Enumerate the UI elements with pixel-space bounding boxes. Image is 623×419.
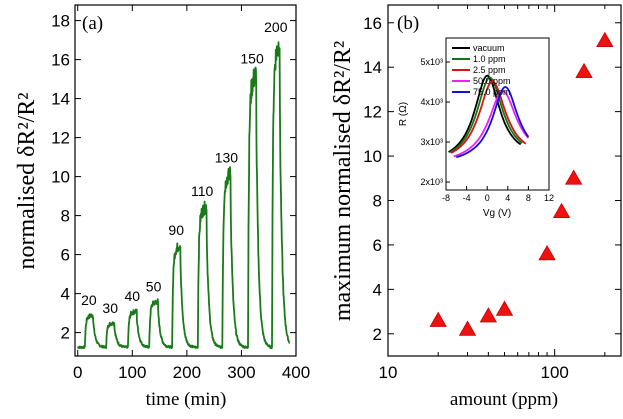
inset-legend-label: 2.5 ppm <box>473 65 506 75</box>
panel-b-data-point <box>596 31 614 47</box>
inset-frame <box>445 37 550 191</box>
inset-ticks: -8 -4 0 4 8 12 2x10³ 3x10³ 4x10³ 5x10³ <box>420 57 554 203</box>
panel-a-pulse-label: 90 <box>168 222 184 238</box>
inset-xtick-label: 0 <box>485 193 490 203</box>
panel-a-xtick-label: 300 <box>227 363 255 382</box>
panel-b-ytick-label: 14 <box>363 58 382 77</box>
inset-xtick-label: -4 <box>463 193 471 203</box>
inset-legend-label: 75.0 ppm <box>473 87 511 97</box>
panel-a-ticks: 0 100 200 300 400 2 4 6 8 10 12 14 16 18 <box>51 5 310 382</box>
inset-xlabel: Vg (V) <box>483 208 511 219</box>
panel-b-xtick-label: 10 <box>379 363 398 382</box>
panel-a-label: (a) <box>82 13 103 34</box>
panel-b-data-point <box>458 320 477 336</box>
panel-a-ytick-label: 2 <box>61 324 70 343</box>
panel-a-frame <box>74 4 297 357</box>
inset-legend-label: 50.0 ppm <box>473 76 511 86</box>
panel-b-ylabel: maximum normalised δR²/R² <box>330 41 356 321</box>
inset-ytick-label: 3x10³ <box>420 137 443 147</box>
panel-a-ytick-label: 6 <box>61 246 70 265</box>
panel-b-ytick-label: 16 <box>363 14 382 33</box>
inset-series-line <box>448 74 522 153</box>
panel-b-xlabel: amount (ppm) <box>450 389 558 410</box>
panel-b-ytick-label: 10 <box>363 147 382 166</box>
panel-a-ytick-label: 14 <box>51 90 70 109</box>
panel-b-ytick-label: 4 <box>373 280 382 299</box>
inset-plot-area <box>448 74 530 159</box>
panel-b-data-point <box>575 62 593 79</box>
panel-b-xtick-label: 100 <box>540 363 568 382</box>
inset-ylabel: R (Ω) <box>398 102 409 126</box>
inset-xtick-label: 8 <box>526 193 531 203</box>
panel-a-pulse-label: 150 <box>240 50 264 66</box>
panel-b-plot-area <box>429 31 614 336</box>
panel-a-xtick-label: 0 <box>73 363 82 382</box>
panel-a-pulse-label: 20 <box>81 292 97 308</box>
panel-a-xlabel: time (min) <box>146 389 227 410</box>
panel-b-ytick-label: 6 <box>373 236 382 255</box>
panel-a-pulse-label: 110 <box>191 183 214 199</box>
panel-b-data-point <box>429 311 447 327</box>
inset-xtick-label: 4 <box>505 193 510 203</box>
panel-b-data-point <box>552 202 571 219</box>
panel-b-data-point <box>479 307 498 323</box>
panel-a-xtick-label: 200 <box>173 363 201 382</box>
inset-ytick-label: 5x10³ <box>420 57 443 67</box>
panel-a-ytick-label: 8 <box>61 207 70 226</box>
panel-a-series-line <box>77 41 291 350</box>
panel-a-pulse-label: 50 <box>146 278 162 294</box>
panel-a-ytick-label: 18 <box>51 12 70 31</box>
inset-series-line <box>449 76 523 154</box>
inset-legend-label: vacuum <box>473 43 505 53</box>
inset-series-line <box>453 90 530 158</box>
inset-legend-label: 1.0 ppm <box>473 54 506 64</box>
panel-a-ylabel: normalised δR²/R² <box>14 92 40 269</box>
panel-a-pulse-label: 40 <box>125 288 141 304</box>
panel-b-data-point <box>564 169 583 185</box>
panel-b-data-point <box>495 300 514 316</box>
inset-xtick-label: -8 <box>442 193 450 203</box>
panel-a-pulse-label: 30 <box>102 300 118 316</box>
panel-a-ytick-label: 4 <box>61 285 70 304</box>
panel-b-ytick-label: 12 <box>363 103 382 122</box>
inset-series-line <box>450 80 527 154</box>
panel-a-xtick-label: 400 <box>282 363 310 382</box>
inset-ytick-label: 4x10³ <box>420 97 443 107</box>
panel-b-label: (b) <box>397 13 419 34</box>
panel-a-ytick-label: 10 <box>51 168 70 187</box>
panel-b-ytick-label: 8 <box>373 191 382 210</box>
panel-a-pulse-label: 130 <box>215 150 239 166</box>
panel-a-ytick-label: 16 <box>51 51 70 70</box>
panel-b-ticks: 10 100 2 4 6 8 10 12 14 16 <box>363 5 621 382</box>
panel-b-data-point <box>538 245 556 261</box>
panel-a-pulse-label: 200 <box>264 19 288 35</box>
inset-ytick-label: 2x10³ <box>420 177 443 187</box>
panel-a-ytick-label: 12 <box>51 129 70 148</box>
panel-a-xtick-label: 100 <box>118 363 146 382</box>
inset-xtick-label: 12 <box>544 193 554 203</box>
panel-b-ytick-label: 2 <box>373 325 382 344</box>
inset-series-line <box>456 86 530 159</box>
